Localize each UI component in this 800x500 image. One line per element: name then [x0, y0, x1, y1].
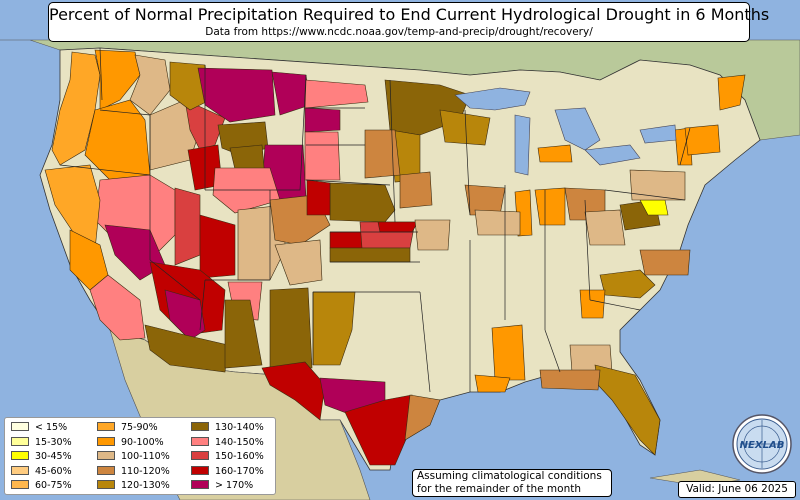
legend-swatch [11, 436, 29, 446]
region-washington-oregon-coast [51, 51, 101, 166]
region-new-mexico-brown-east [269, 287, 313, 369]
region-new-mexico-brown-west [224, 299, 263, 369]
note-line-1: Assuming climatological conditions [417, 470, 602, 482]
legend-item: 140-150% [191, 436, 264, 449]
region-nc-light-brown [639, 249, 691, 276]
region-kentucky-tan [474, 209, 521, 236]
legend-swatch [11, 480, 29, 489]
region-mississippi-orange [491, 324, 526, 381]
legend-item: 90-100% [97, 436, 164, 449]
region-montana-central [197, 67, 276, 123]
logo-text: NEXLAB [740, 440, 785, 451]
legend-item: 150-160% [191, 451, 264, 463]
legend-label: 60-75% [35, 480, 72, 491]
region-sc-orange [579, 289, 606, 319]
region-california-south [89, 274, 146, 341]
legend-item: 110-120% [97, 465, 170, 478]
region-south-dakota-magenta [304, 107, 341, 133]
legend-swatch [97, 451, 115, 460]
nexlab-logo: NEXLAB [732, 414, 792, 474]
region-maine-orange [717, 74, 746, 111]
great-lakes [454, 87, 677, 176]
region-kansas-brown [329, 247, 411, 263]
region-texas-coast [404, 394, 441, 441]
title-box: Percent of Normal Precipitation Required… [48, 2, 770, 42]
region-nebraska-red [306, 179, 331, 216]
map-subtitle: Data from https://www.ncdc.noaa.gov/temp… [205, 26, 593, 38]
region-louisiana-coast-orange [474, 374, 511, 393]
assumption-note: Assuming climatological conditions for t… [412, 469, 612, 497]
state-borders [59, 47, 691, 393]
region-utah-west [174, 187, 201, 266]
region-arizona-magenta [164, 289, 206, 341]
legend-item: < 15% [11, 422, 67, 434]
region-pennsylvania-tan [629, 169, 686, 201]
note-line-2: for the remainder of the month [417, 482, 582, 495]
legend-item: 15-30% [11, 436, 72, 449]
legend-swatch [97, 436, 115, 446]
region-west-texas-red [261, 361, 326, 421]
region-michigan-orange [537, 144, 573, 163]
legend-item: 60-75% [11, 480, 72, 492]
region-west-virginia-tan [584, 209, 626, 246]
valid-date: Valid: June 06 2025 [678, 481, 796, 498]
legend-label: > 170% [215, 480, 254, 491]
legend-label: 140-150% [215, 436, 264, 448]
legend-label: 110-120% [121, 465, 170, 477]
legend-swatch [191, 451, 209, 460]
region-nebraska-brown [329, 182, 396, 223]
legend-item: > 170% [191, 480, 253, 492]
legend-label: 30-45% [35, 451, 72, 462]
legend-swatch [191, 436, 209, 446]
region-iowa-light-brown [364, 129, 401, 179]
region-washington-interior [94, 49, 141, 111]
region-ohio-orange [534, 187, 566, 226]
legend-item: 45-60% [11, 465, 72, 478]
legend-label: 75-90% [121, 422, 158, 433]
legend-label: 120-130% [121, 480, 170, 491]
legend-label: < 15% [35, 422, 68, 433]
region-new-mexico-tan [274, 239, 323, 286]
legend-label: 45-60% [35, 465, 72, 477]
legend-item: 30-45% [11, 451, 72, 463]
region-utah-east [199, 214, 236, 279]
region-florida-brown [594, 364, 661, 456]
region-arizona-south [144, 324, 229, 373]
legend-item: 75-90% [97, 422, 158, 434]
region-iowa-orange [399, 171, 433, 209]
region-new-england-orange [684, 124, 721, 156]
region-missouri-tan [414, 219, 451, 251]
region-south-dakota-salmon [304, 131, 341, 181]
legend-label: 130-140% [215, 422, 264, 433]
legend-item: 100-110% [97, 451, 170, 463]
region-wisconsin-brown [439, 109, 491, 146]
legend-swatch [97, 465, 115, 475]
drought-regions [44, 49, 746, 466]
map-title: Percent of Normal Precipitation Required… [49, 5, 770, 24]
legend-label: 90-100% [121, 436, 164, 448]
legend-swatch [97, 422, 115, 431]
legend-swatch [11, 465, 29, 475]
legend-label: 100-110% [121, 451, 170, 462]
region-florida-west [539, 369, 601, 391]
legend: < 15% 15-30% 30-45% 45-60% 60-75% 75-90% 90-10… [4, 417, 276, 495]
legend-swatch [191, 465, 209, 475]
legend-swatch [11, 451, 29, 460]
legend-label: 160-170% [215, 465, 264, 477]
legend-label: 15-30% [35, 436, 72, 448]
legend-swatch [11, 422, 29, 431]
legend-swatch [191, 422, 209, 431]
legend-item: 120-130% [97, 480, 170, 492]
legend-item: 130-140% [191, 422, 264, 434]
legend-swatch [97, 480, 115, 489]
region-dakotas-salmon [304, 79, 369, 109]
legend-item: 160-170% [191, 465, 264, 478]
legend-swatch [191, 480, 209, 489]
region-colorado-salmon [212, 167, 281, 214]
legend-label: 150-160% [215, 451, 264, 462]
region-missouri-red [377, 221, 419, 233]
